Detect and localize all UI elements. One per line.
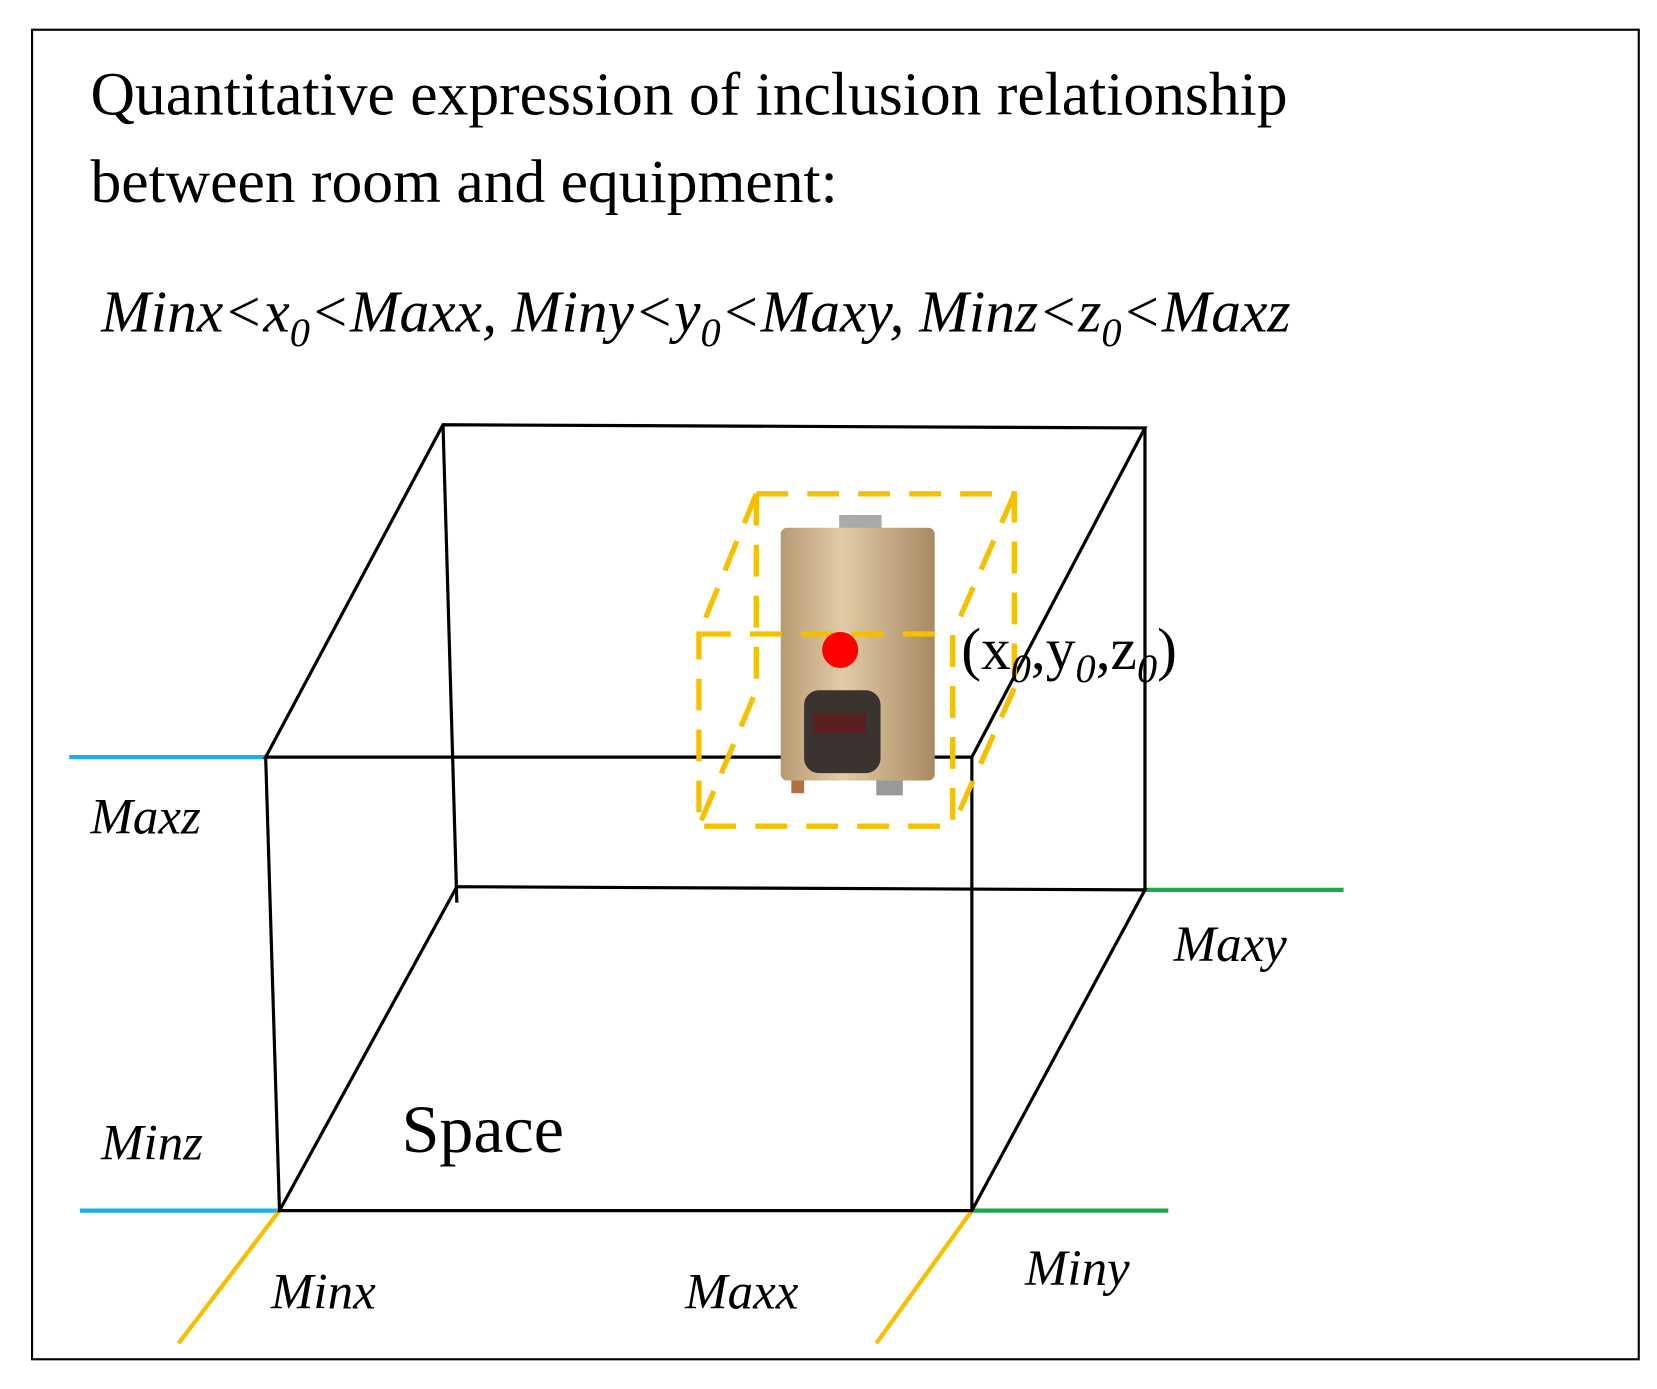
axis-lines <box>69 755 1344 1345</box>
axis-label: Miny <box>1024 1241 1130 1297</box>
frame <box>30 28 1640 1361</box>
axis-label: Maxy <box>1173 917 1288 973</box>
title-line: Quantitative expression of inclusion rel… <box>90 61 1287 129</box>
bounding-box <box>696 491 1017 829</box>
point-label: (x0,y0,z0) <box>961 616 1177 691</box>
space-label: Space <box>402 1091 564 1167</box>
formula: Minx<x0<Maxx, Miny<y0<Maxy, Minz<z0<Maxz <box>100 278 1290 355</box>
axis-label: Minz <box>100 1116 203 1172</box>
room-box <box>263 423 1148 1213</box>
axis-label: Maxz <box>89 790 201 846</box>
center-point <box>822 631 859 668</box>
axis-label: Minx <box>270 1264 376 1320</box>
title-line: between room and equipment: <box>90 148 837 216</box>
axis-label: Maxx <box>684 1264 799 1320</box>
heater <box>780 515 935 796</box>
